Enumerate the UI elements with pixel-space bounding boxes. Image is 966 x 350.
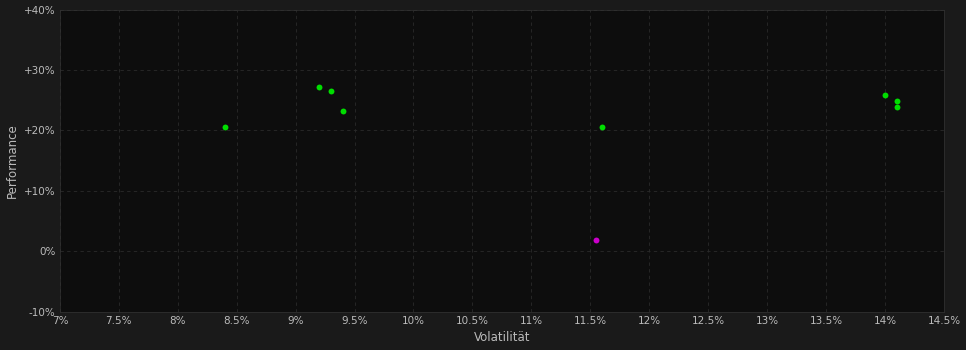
Point <box>889 105 904 110</box>
Point <box>335 108 351 114</box>
Point <box>324 88 339 94</box>
Y-axis label: Performance: Performance <box>6 123 18 198</box>
X-axis label: Volatilität: Volatilität <box>473 331 530 344</box>
Point <box>889 99 904 104</box>
Point <box>588 238 604 243</box>
Point <box>311 84 327 90</box>
Point <box>594 125 610 130</box>
Point <box>877 92 893 98</box>
Point <box>217 125 233 130</box>
